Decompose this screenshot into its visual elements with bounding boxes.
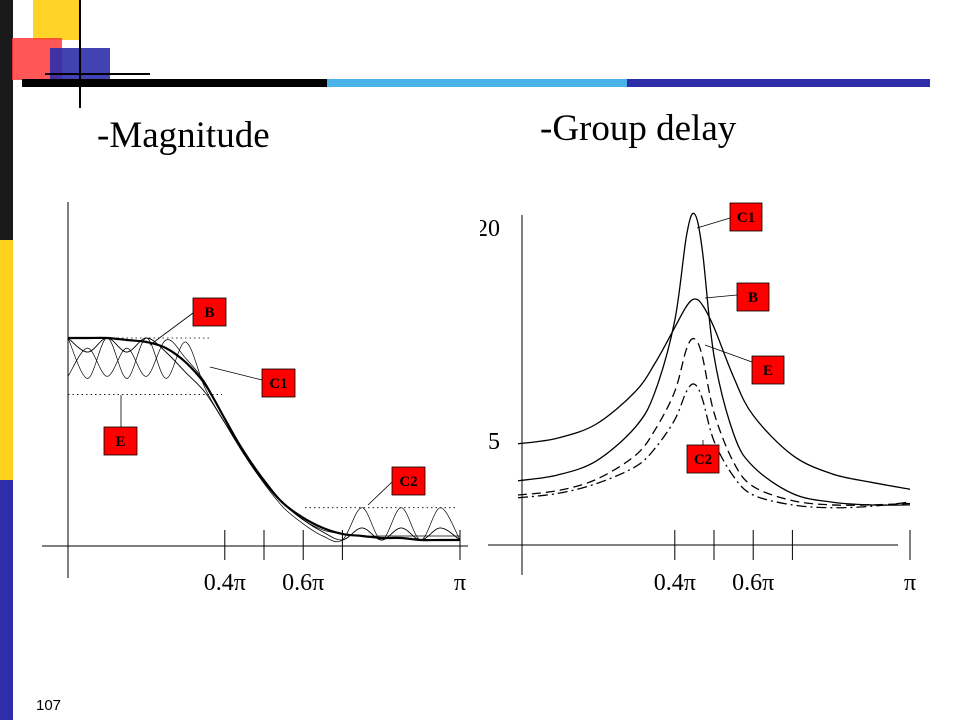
group-delay-chart: 5 20 0.4π 0.6π π C1 B E C2	[480, 202, 916, 596]
annotation-label: C1	[269, 376, 287, 392]
annotation-label: E	[115, 434, 125, 450]
x-tick-label: π	[454, 570, 466, 596]
annotation-leader	[209, 366, 263, 381]
annotation-box	[103, 426, 138, 456]
y-tick-label: 20	[480, 216, 500, 242]
annotation-label: C2	[399, 474, 417, 490]
annotation-leader	[704, 294, 738, 299]
annotation-leader	[704, 344, 753, 363]
annotation-box	[261, 368, 296, 398]
deco-horizontal-line	[45, 73, 150, 75]
annotation-box	[391, 466, 426, 496]
annotation-leader	[367, 481, 393, 506]
annotation-label: C2	[694, 452, 712, 468]
magnitude-chart: 0.4π 0.6π π B C1 E C2	[42, 202, 468, 596]
annotation-box	[751, 355, 785, 385]
deco-vertical-line	[79, 0, 81, 108]
series-e-line	[67, 337, 461, 543]
series-c2-line	[67, 339, 460, 537]
annotation-label: B	[748, 290, 758, 306]
annotation-label: C1	[737, 210, 755, 226]
series-b-line	[517, 298, 911, 490]
annotation-box	[686, 444, 720, 474]
x-tick-label: 0.4π	[204, 570, 246, 596]
annotation-label: E	[763, 363, 773, 379]
annotation-leader	[696, 217, 731, 229]
y-tick-label: 5	[488, 429, 500, 455]
annotation-label: B	[204, 305, 214, 321]
header-rule-lightblue	[327, 79, 627, 87]
header-rule-blue	[627, 79, 930, 87]
left-bar-yellow	[0, 240, 13, 480]
series-b-line	[67, 336, 460, 542]
left-bar-black	[0, 0, 13, 240]
series-e-line	[517, 337, 911, 506]
x-tick-label: 0.6π	[282, 570, 324, 596]
x-tick-label: π	[904, 570, 916, 596]
annotation-box	[736, 282, 770, 312]
magnitude-title: -Magnitude	[97, 115, 270, 156]
series-c2-line	[517, 383, 911, 509]
group-delay-title: -Group delay	[540, 108, 737, 149]
page-number: 107	[36, 697, 62, 714]
series-c1-line	[517, 212, 911, 506]
left-bar-blue	[0, 480, 13, 720]
deco-yellow-square	[33, 0, 81, 40]
x-tick-label: 0.4π	[654, 570, 696, 596]
x-tick-label: 0.6π	[732, 570, 774, 596]
annotation-box	[729, 202, 763, 232]
annotation-box	[192, 297, 227, 327]
annotation-leader	[149, 312, 194, 346]
header-rule-black	[22, 79, 327, 87]
